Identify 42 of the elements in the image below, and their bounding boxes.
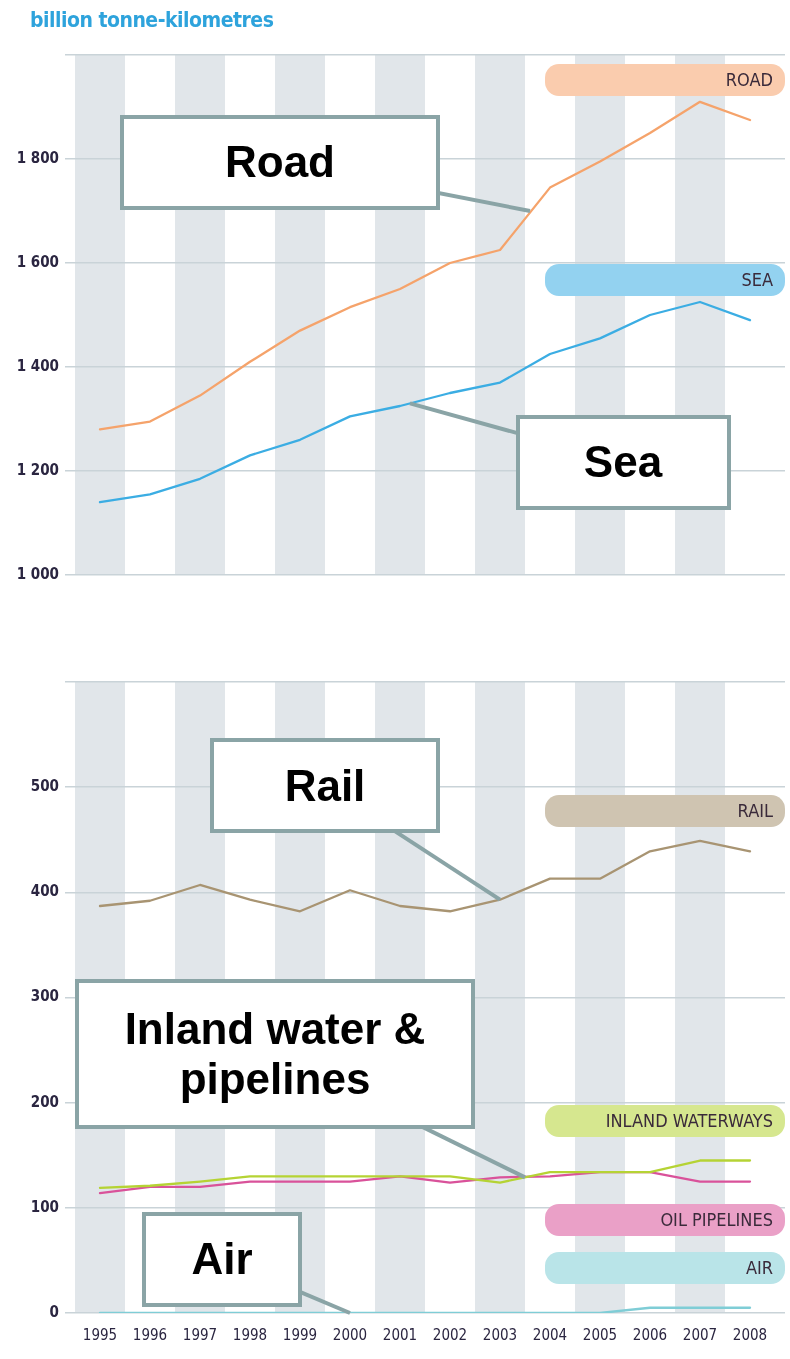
y-tick-label: 0 — [49, 1302, 59, 1321]
y-tick-label: 1 400 — [16, 356, 59, 375]
y-axis-title: billion tonne-kilometres — [30, 8, 274, 32]
x-tick-label: 2005 — [582, 1325, 618, 1344]
name-tag: AIR — [545, 1251, 785, 1284]
annotation: Road — [225, 137, 335, 187]
y-tick-label: 100 — [30, 1197, 59, 1216]
y-tick-label: 300 — [30, 987, 59, 1006]
y-tick-label: 1 600 — [16, 252, 59, 271]
callout-box: Rail — [210, 738, 440, 834]
name-tag: INLAND WATERWAYS — [545, 1104, 785, 1137]
annotation: Sea — [583, 437, 663, 488]
name-tag: ROAD — [545, 64, 785, 96]
x-tick-label: 2006 — [632, 1325, 668, 1344]
x-tick-label: 1995 — [82, 1325, 118, 1344]
annotation: Air — [191, 1234, 253, 1284]
x-tick-label: 1999 — [282, 1325, 318, 1344]
x-tick-label: 1997 — [182, 1325, 218, 1344]
y-tick-label: 1 200 — [16, 460, 59, 479]
x-tick-label: 2001 — [382, 1325, 418, 1344]
x-tick-label: 1996 — [132, 1325, 168, 1344]
name-tag: OIL PIPELINES — [545, 1203, 785, 1236]
y-tick-label: 1 800 — [16, 148, 59, 167]
name-tag: SEA — [545, 264, 785, 297]
annotation: Inland water & pipelines — [123, 1004, 427, 1105]
callout-box: Road — [120, 114, 440, 210]
x-tick-label: 2003 — [482, 1325, 518, 1344]
annotation: Rail — [284, 760, 366, 811]
x-tick-label: 1998 — [232, 1325, 268, 1344]
x-tick-label: 2002 — [432, 1325, 468, 1344]
y-tick-label: 500 — [30, 777, 59, 796]
callout-box: Sea — [515, 414, 731, 510]
x-tick-label: 2008 — [732, 1325, 768, 1344]
x-tick-label: 2000 — [332, 1325, 368, 1344]
callout-box: Air — [142, 1211, 302, 1307]
x-tick-label: 2004 — [532, 1325, 568, 1344]
y-tick-label: 1 000 — [16, 564, 59, 583]
callout-box: Inland water & pipelines — [75, 979, 475, 1130]
name-tag: RAIL — [545, 795, 785, 828]
y-tick-label: 200 — [30, 1092, 59, 1111]
x-tick-label: 2007 — [682, 1325, 718, 1344]
y-tick-label: 400 — [30, 882, 59, 901]
